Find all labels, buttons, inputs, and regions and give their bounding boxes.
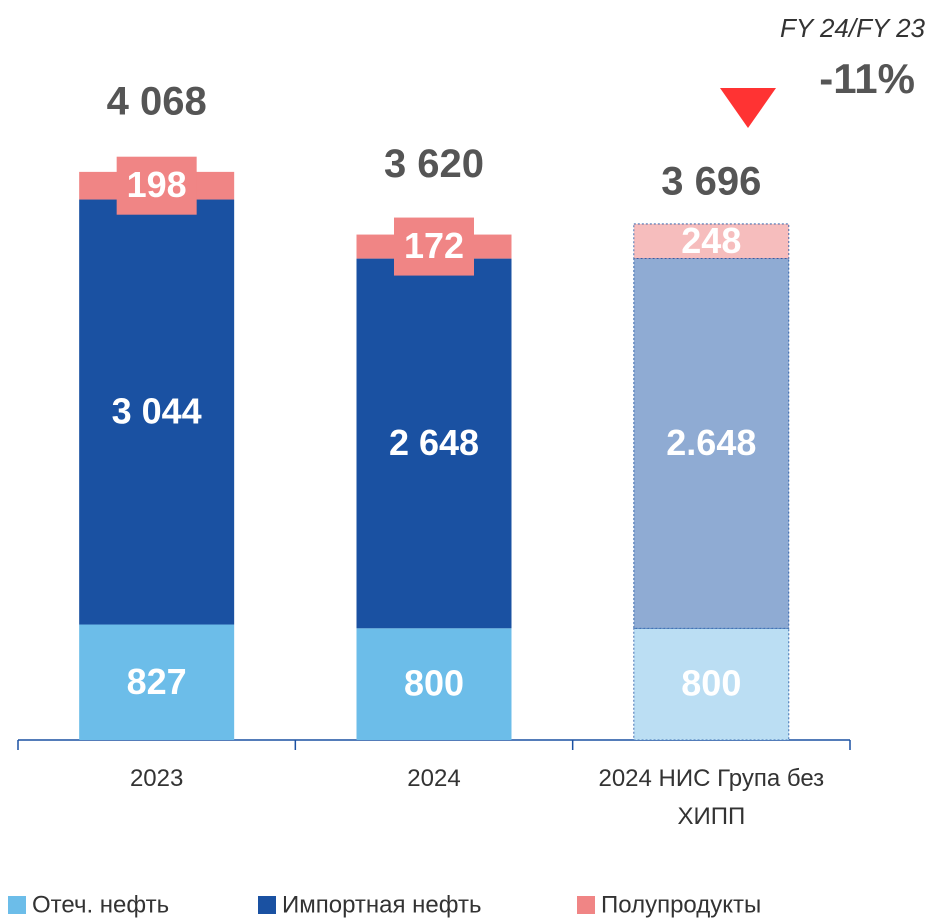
bar-segment	[356, 258, 512, 629]
bar-segment	[356, 628, 512, 740]
bar-segment	[633, 258, 790, 629]
total-label: 4 068	[107, 79, 207, 123]
legend-swatch	[258, 896, 276, 914]
label-box	[394, 217, 474, 276]
bar-segment	[79, 624, 235, 740]
value-label: 800	[681, 663, 741, 704]
x-tick-label: 2024	[407, 765, 461, 792]
legend-label: Отеч. нефть	[32, 891, 169, 918]
value-label: 3 044	[112, 391, 202, 432]
x-label-box: 2024	[407, 765, 461, 792]
label-box	[116, 156, 197, 215]
x-tick-label: 2023	[129, 765, 184, 792]
change-caption: FY 24/FY 23	[780, 13, 926, 43]
x-label-box: 2024 НИС Група без ХИПП	[598, 765, 825, 830]
value-label: 248	[681, 220, 741, 261]
value-label: 827	[127, 661, 187, 702]
value-label: 198	[127, 164, 187, 205]
value-label: 800	[404, 663, 464, 704]
legend-swatch	[8, 896, 26, 914]
legend-label: Импортная нефть	[282, 891, 482, 918]
bar-segment	[79, 199, 235, 625]
change-arrow	[720, 88, 776, 128]
total-label: 3 620	[384, 142, 484, 186]
bar-segment	[633, 223, 790, 259]
value-label: 2 648	[389, 422, 479, 463]
bar-segment	[633, 627, 790, 741]
value-label: 172	[404, 225, 464, 266]
change-value: -11%	[819, 55, 915, 102]
x-label-box: 2023	[129, 765, 184, 792]
total-label: 3 696	[661, 160, 761, 204]
legend-label: Полупродукты	[601, 891, 761, 918]
legend-swatch	[577, 896, 595, 914]
x-tick-label: 2024 НИС Група без ХИПП	[598, 765, 825, 830]
value-label: 2.648	[666, 422, 756, 463]
